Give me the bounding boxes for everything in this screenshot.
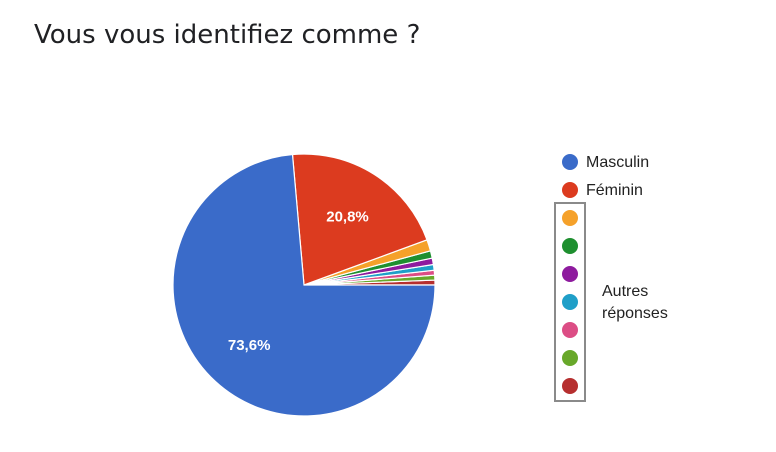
pie-slice-masculin [172, 153, 436, 417]
slice-labels: 20,8% 73,6% [228, 208, 369, 353]
legend-marker-other-3 [562, 238, 578, 254]
legend: Masculin Féminin Autres réponses [554, 154, 668, 402]
pie-slice-féminin [291, 153, 428, 286]
legend-marker-other-6 [562, 322, 578, 338]
legend-marker-other-2 [562, 210, 578, 226]
legend-marker-other-7 [562, 350, 578, 366]
legend-label-féminin: Féminin [586, 182, 643, 199]
legend-marker-other-4 [562, 266, 578, 282]
legend-marker-masculin [562, 154, 578, 170]
legend-marker-féminin [562, 182, 578, 198]
other-responses-label: Autres réponses [602, 283, 668, 322]
slice-label-masculin: 73,6% [228, 337, 271, 354]
page-title: Vous vous identifiez comme ? [34, 20, 421, 50]
pie-slices [172, 153, 436, 417]
legend-marker-other-5 [562, 294, 578, 310]
slice-label-féminin: 20,8% [326, 208, 369, 225]
other-responses-box [554, 202, 586, 402]
legend-marker-other-8 [562, 378, 578, 394]
legend-label-masculin: Masculin [586, 154, 649, 171]
